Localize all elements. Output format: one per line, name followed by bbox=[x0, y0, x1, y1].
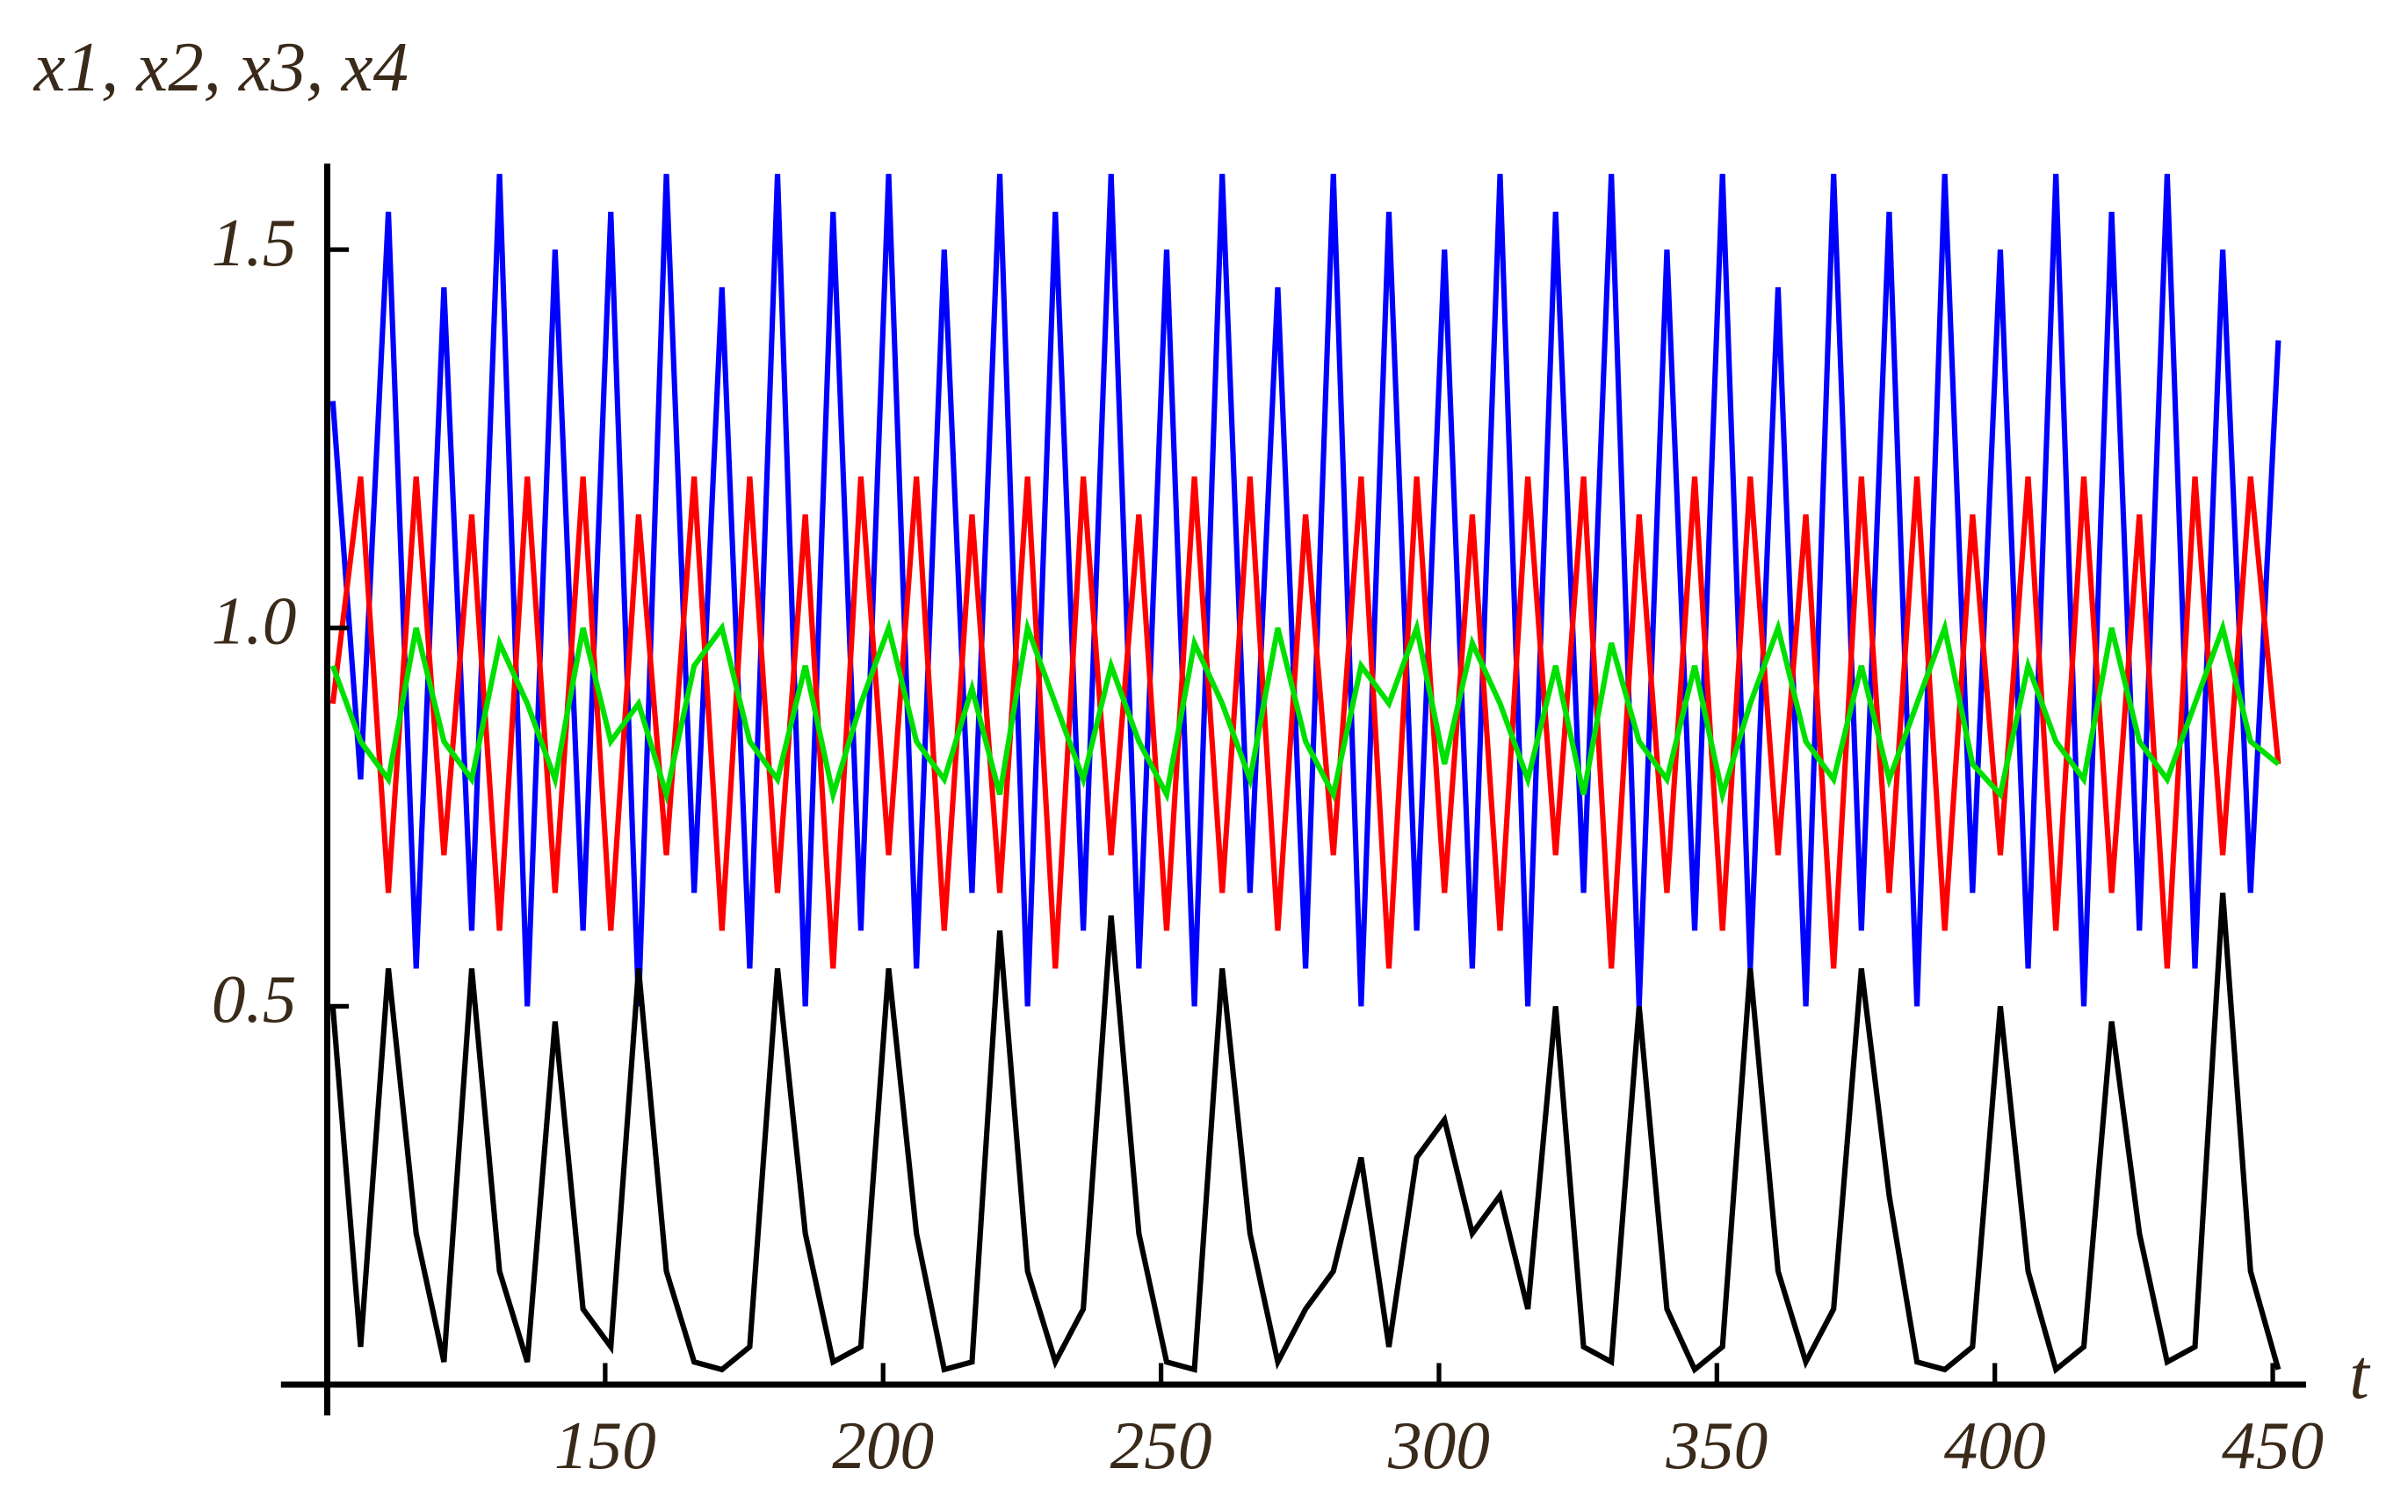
x-tick-label: 450 bbox=[2222, 1407, 2324, 1483]
series-line bbox=[329, 476, 2281, 969]
x-tick-label: 250 bbox=[1110, 1407, 1212, 1483]
x-tick-label: 150 bbox=[554, 1407, 656, 1483]
x-tick-label: 300 bbox=[1387, 1407, 1490, 1483]
y-tick-label: 1.0 bbox=[212, 583, 297, 659]
x-tick-label: 350 bbox=[1665, 1407, 1768, 1483]
x-tick-label: 200 bbox=[832, 1407, 934, 1483]
series-line bbox=[329, 173, 2281, 1007]
series-line bbox=[329, 617, 2281, 806]
y-tick-label: 1.5 bbox=[212, 205, 297, 280]
x-tick-label: 400 bbox=[1944, 1407, 2046, 1483]
y-axis-label: x1, x2, x3, x4 bbox=[33, 28, 409, 106]
y-tick-label: 0.5 bbox=[212, 961, 297, 1037]
series-line bbox=[329, 893, 2281, 1375]
x-axis-label: t bbox=[2349, 1335, 2371, 1414]
